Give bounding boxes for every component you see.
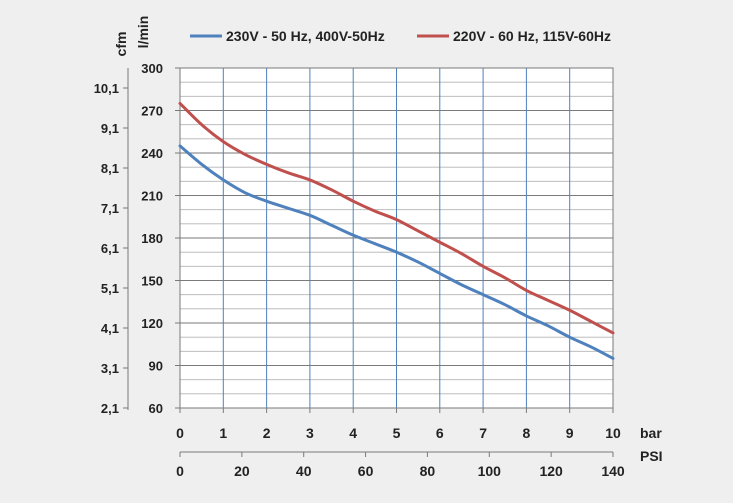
psi-tick-label: 40: [296, 463, 312, 479]
bar-tick-label: 7: [479, 425, 487, 441]
psi-tick-label: 120: [539, 463, 563, 479]
cfm-tick-label: 2,1: [101, 401, 119, 416]
bar-tick-label: 0: [176, 425, 184, 441]
lmin-tick-label: 120: [141, 316, 163, 331]
tick-labels: 2,13,14,15,16,17,18,19,110,1609012015018…: [94, 16, 663, 479]
legend-label-1: 230V - 50 Hz, 400V-50Hz: [226, 28, 385, 44]
bar-tick-label: 1: [219, 425, 227, 441]
lmin-tick-label: 270: [141, 104, 163, 119]
cfm-tick-label: 6,1: [101, 241, 119, 256]
psi-tick-label: 80: [420, 463, 436, 479]
bar-axis-title: bar: [640, 425, 662, 441]
cfm-tick-label: 10,1: [94, 81, 119, 96]
bar-tick-label: 5: [393, 425, 401, 441]
lmin-tick-label: 240: [141, 146, 163, 161]
cfm-tick-label: 3,1: [101, 361, 119, 376]
bar-tick-label: 9: [566, 425, 574, 441]
lmin-tick-label: 300: [141, 61, 163, 76]
cfm-tick-label: 5,1: [101, 281, 119, 296]
grid: [179, 67, 614, 409]
lmin-tick-label: 180: [141, 231, 163, 246]
psi-axis-title: PSI: [640, 448, 663, 464]
psi-tick-label: 100: [478, 463, 502, 479]
bar-tick-label: 10: [605, 425, 621, 441]
bar-tick-label: 8: [523, 425, 531, 441]
bar-tick-label: 6: [436, 425, 444, 441]
bar-tick-label: 3: [306, 425, 314, 441]
bar-tick-label: 4: [349, 425, 357, 441]
cfm-tick-label: 9,1: [101, 121, 119, 136]
series-line-1: [178, 144, 615, 360]
psi-tick-label: 60: [358, 463, 374, 479]
lmin-tick-label: 210: [141, 189, 163, 204]
lmin-tick-label: 60: [149, 401, 163, 416]
series-line-2: [178, 101, 615, 335]
bar-tick-label: 2: [263, 425, 271, 441]
lmin-axis-title: l/min: [135, 16, 151, 49]
psi-tick-label: 140: [601, 463, 625, 479]
series-lines: [178, 101, 615, 360]
psi-tick-label: 20: [234, 463, 250, 479]
cfm-tick-label: 8,1: [101, 161, 119, 176]
lmin-tick-label: 90: [149, 359, 163, 374]
legend: 230V - 50 Hz, 400V-50Hz 220V - 60 Hz, 115…: [190, 28, 611, 44]
cfm-tick-label: 4,1: [101, 321, 119, 336]
axes: [123, 67, 614, 457]
cfm-tick-label: 7,1: [101, 201, 119, 216]
legend-label-2: 220V - 60 Hz, 115V-60Hz: [453, 28, 611, 44]
psi-tick-label: 0: [176, 463, 184, 479]
lmin-tick-label: 150: [141, 274, 163, 289]
cfm-axis-title: cfm: [113, 32, 129, 57]
